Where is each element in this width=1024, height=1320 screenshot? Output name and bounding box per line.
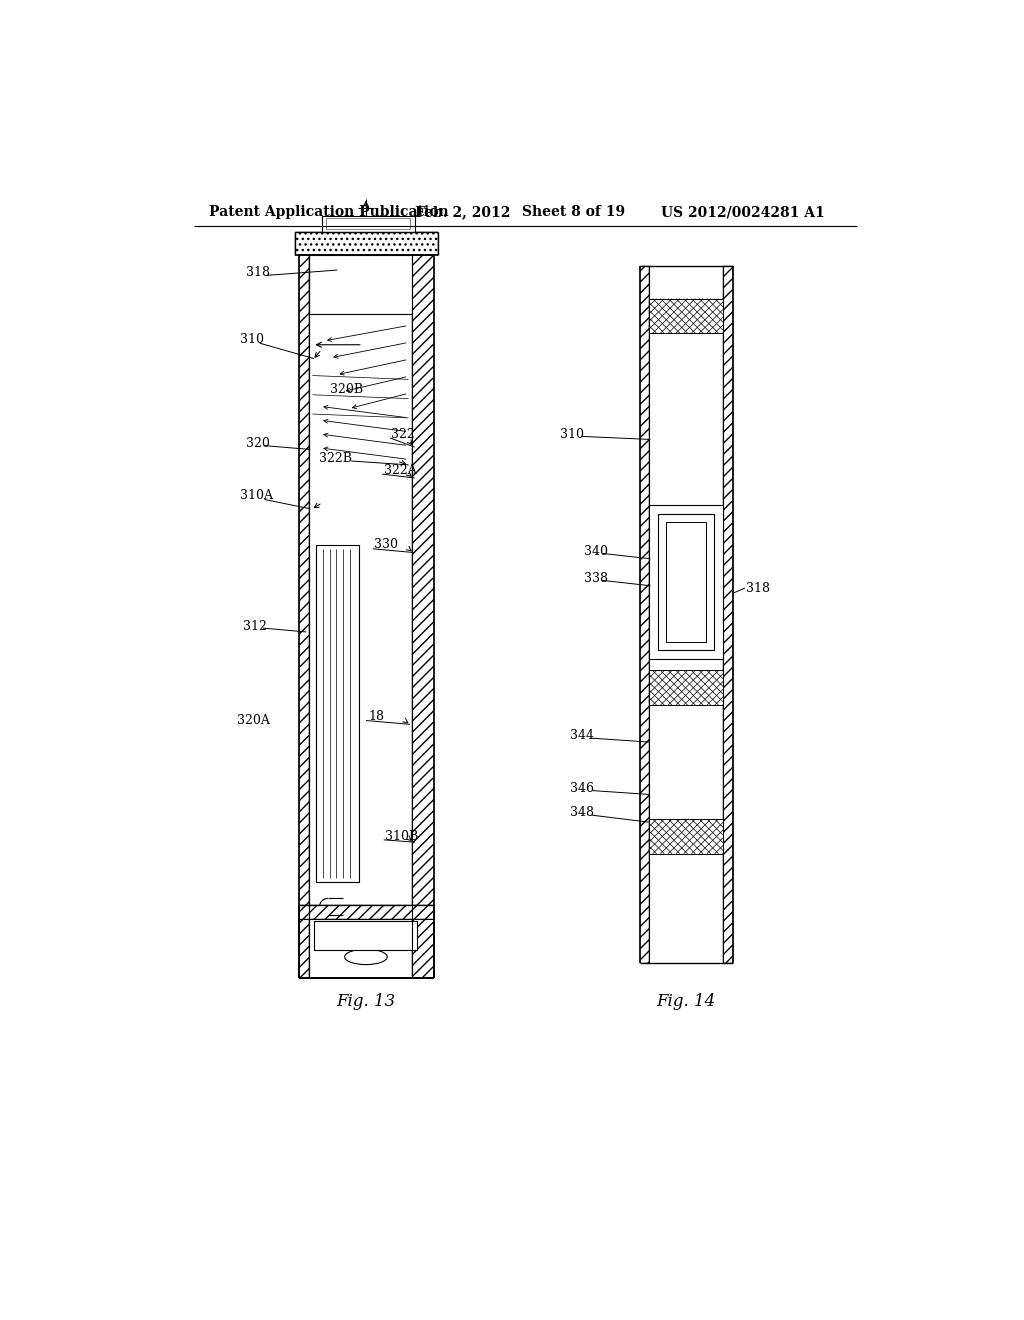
Text: Sheet 8 of 19: Sheet 8 of 19 xyxy=(521,206,625,219)
Bar xyxy=(295,231,438,255)
Bar xyxy=(299,255,308,978)
Bar xyxy=(723,267,732,964)
Text: 330: 330 xyxy=(375,539,398,552)
Text: 310: 310 xyxy=(241,333,264,346)
Text: 320: 320 xyxy=(246,437,269,450)
Text: Patent Application Publication: Patent Application Publication xyxy=(209,206,449,219)
Text: 310: 310 xyxy=(560,428,585,441)
Bar xyxy=(308,255,413,314)
Text: US 2012/0024281 A1: US 2012/0024281 A1 xyxy=(662,206,825,219)
Text: 344: 344 xyxy=(569,730,594,742)
Bar xyxy=(666,521,707,642)
Text: 318: 318 xyxy=(246,265,269,279)
Text: 340: 340 xyxy=(584,545,607,557)
Text: 320B: 320B xyxy=(331,383,364,396)
Text: 348: 348 xyxy=(569,807,594,820)
Text: 318: 318 xyxy=(746,582,770,594)
Bar xyxy=(327,219,410,230)
Text: Fig. 14: Fig. 14 xyxy=(656,993,716,1010)
Text: Fig. 13: Fig. 13 xyxy=(336,993,395,1010)
Bar xyxy=(649,818,723,854)
Text: 312: 312 xyxy=(243,620,266,634)
Bar xyxy=(649,671,723,705)
Text: 320A: 320A xyxy=(237,714,269,727)
Text: 338: 338 xyxy=(584,572,607,585)
Text: 310B: 310B xyxy=(385,829,419,842)
Bar xyxy=(299,906,434,919)
Bar xyxy=(413,255,434,978)
Text: 18: 18 xyxy=(369,710,384,723)
Bar xyxy=(649,506,723,659)
Text: 346: 346 xyxy=(569,781,594,795)
Bar xyxy=(649,298,723,333)
Bar xyxy=(640,267,649,964)
Bar xyxy=(316,545,359,882)
Bar xyxy=(314,921,417,950)
Text: Feb. 2, 2012: Feb. 2, 2012 xyxy=(415,206,510,219)
Text: 322A: 322A xyxy=(384,463,417,477)
Bar xyxy=(658,515,714,649)
Text: 322: 322 xyxy=(391,428,416,441)
Bar xyxy=(322,216,415,231)
Text: 310A: 310A xyxy=(241,490,273,502)
Text: 322B: 322B xyxy=(319,453,352,465)
